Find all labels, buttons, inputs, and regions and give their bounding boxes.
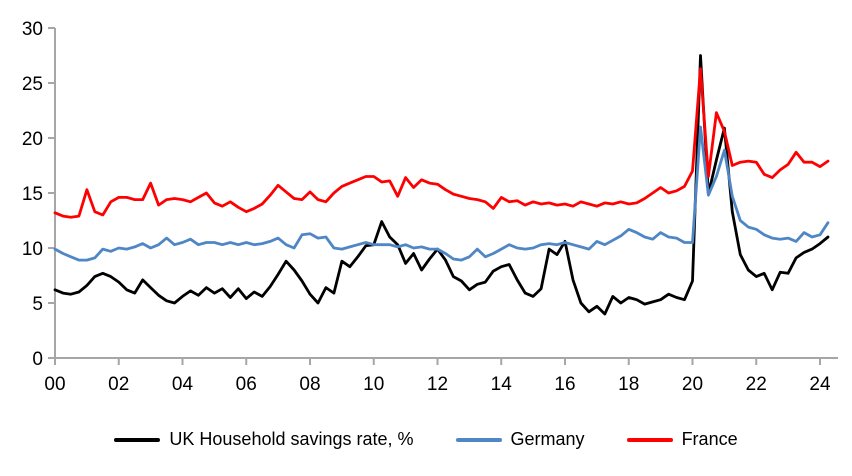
germany-legend-label: Germany xyxy=(510,429,585,449)
y-tick-label: 25 xyxy=(22,74,43,95)
x-tick-label: 08 xyxy=(299,374,320,395)
series-line-germany xyxy=(53,125,830,262)
germany-line-swatch xyxy=(455,437,502,442)
france-legend-label: France xyxy=(681,429,738,449)
x-tick-label: 16 xyxy=(554,374,575,395)
x-tick-label: 20 xyxy=(682,374,703,395)
y-tick-label: 20 xyxy=(22,129,43,150)
x-tick-label: 10 xyxy=(363,374,384,395)
x-tick-label: 22 xyxy=(746,374,767,395)
x-tick-label: 06 xyxy=(236,374,257,395)
legend-item-uk: UK Household savings rate, % xyxy=(114,429,414,450)
x-tick-label: 24 xyxy=(809,374,831,395)
y-tick-label: 30 xyxy=(22,19,43,40)
x-tick-label: 12 xyxy=(427,374,448,395)
x-tick-label: 02 xyxy=(108,374,129,395)
legend-item-germany: Germany xyxy=(455,429,585,450)
uk-line-swatch xyxy=(114,437,161,442)
y-tick-label: 5 xyxy=(32,294,43,315)
series-line-france xyxy=(53,67,830,219)
chart-legend: UK Household savings rate, % Germany Fra… xyxy=(0,429,852,450)
x-tick-label: 14 xyxy=(491,374,513,395)
x-tick-label: 18 xyxy=(618,374,639,395)
x-tick-label: 04 xyxy=(172,374,194,395)
y-tick-label: 0 xyxy=(32,349,43,370)
x-tick-label: 00 xyxy=(44,374,65,395)
legend-item-france: France xyxy=(626,429,738,450)
france-line-swatch xyxy=(626,437,673,442)
uk-legend-label: UK Household savings rate, % xyxy=(169,429,414,449)
chart-canvas: 0 5 10 15 20 25 30 00 02 04 06 08 10 12 14 16 18 20 22 24 xyxy=(22,19,838,395)
y-tick-label: 15 xyxy=(22,184,43,205)
y-tick-label: 10 xyxy=(22,239,43,260)
